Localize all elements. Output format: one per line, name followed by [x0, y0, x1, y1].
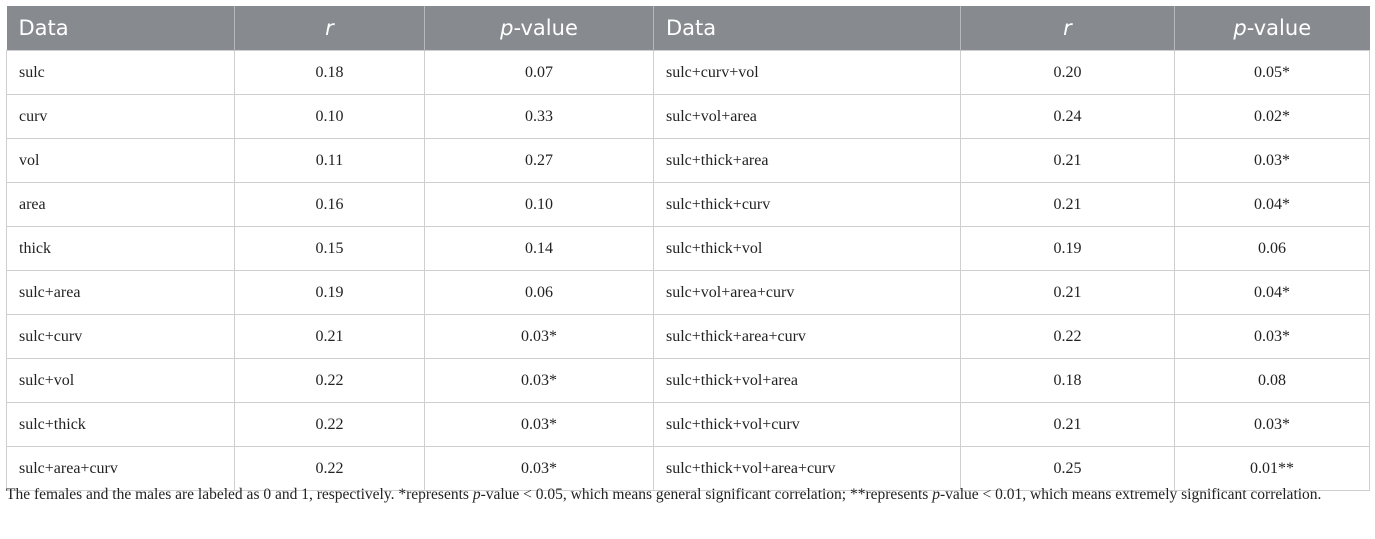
cell-data-2: sulc+thick+vol+area+curv	[653, 446, 961, 491]
cell-data: curv	[6, 94, 235, 139]
cell-p-value-2: 0.02*	[1174, 94, 1370, 139]
cell-p-value: 0.03*	[424, 314, 654, 359]
cell-r: 0.18	[234, 50, 425, 95]
cell-data-2: sulc+thick+area+curv	[653, 314, 961, 359]
cell-r: 0.16	[234, 182, 425, 227]
header-p-value-2: p-value	[1174, 6, 1370, 51]
cell-p-value: 0.33	[424, 94, 654, 139]
header-p-letter: p	[500, 16, 514, 40]
header-r: r	[234, 6, 425, 51]
cell-p-value: 0.03*	[424, 358, 654, 403]
table-row: sulc+area 0.19 0.06 sulc+vol+area+curv 0.21 0…	[6, 270, 1370, 315]
cell-r-2: 0.20	[960, 50, 1175, 95]
footnote-part3: -value < 0.01, which means extremely sig…	[939, 486, 1322, 503]
cell-p-value-2: 0.04*	[1174, 182, 1370, 227]
cell-data-2: sulc+vol+area	[653, 94, 961, 139]
table-row: curv 0.10 0.33 sulc+vol+area 0.24 0.02*	[6, 94, 1370, 139]
cell-r-2: 0.24	[960, 94, 1175, 139]
header-p-suffix-2: -value	[1246, 16, 1312, 40]
cell-r-2: 0.21	[960, 138, 1175, 183]
cell-p-value-2: 0.01**	[1174, 446, 1370, 491]
cell-r: 0.10	[234, 94, 425, 139]
cell-r-2: 0.21	[960, 270, 1175, 315]
header-p-suffix: -value	[513, 16, 578, 40]
cell-p-value-2: 0.06	[1174, 226, 1370, 271]
cell-data-2: sulc+thick+vol	[653, 226, 961, 271]
table-row: sulc+thick 0.22 0.03* sulc+thick+vol+curv 0.…	[6, 402, 1370, 447]
cell-data: sulc+area	[6, 270, 235, 315]
header-data-2: Data	[653, 6, 961, 51]
footnote-p1: p	[472, 486, 481, 503]
cell-data: sulc	[6, 50, 235, 95]
cell-p-value: 0.10	[424, 182, 654, 227]
cell-r-2: 0.21	[960, 182, 1175, 227]
cell-r-2: 0.19	[960, 226, 1175, 271]
correlation-table: Data r p-value Data r p-value sulc 0.18 0.…	[6, 6, 1370, 491]
cell-data: area	[6, 182, 235, 227]
header-r-2: r	[960, 6, 1175, 51]
cell-r-2: 0.22	[960, 314, 1175, 359]
cell-p-value: 0.06	[424, 270, 654, 315]
cell-data: thick	[6, 226, 235, 271]
cell-r-2: 0.21	[960, 402, 1175, 447]
cell-p-value-2: 0.05*	[1174, 50, 1370, 95]
cell-data-2: sulc+thick+vol+curv	[653, 402, 961, 447]
cell-data: sulc+area+curv	[6, 446, 235, 491]
footnote-part2: -value < 0.05, which means general signi…	[480, 486, 933, 503]
header-data: Data	[6, 6, 235, 51]
cell-data: sulc+vol	[6, 358, 235, 403]
cell-p-value: 0.03*	[424, 402, 654, 447]
footnote-part1: The females and the males are labeled as…	[6, 486, 473, 503]
cell-data: sulc+curv	[6, 314, 235, 359]
table-row: sulc 0.18 0.07 sulc+curv+vol 0.20 0.05*	[6, 50, 1370, 95]
cell-data: sulc+thick	[6, 402, 235, 447]
table-row: area 0.16 0.10 sulc+thick+curv 0.21 0.04*	[6, 182, 1370, 227]
cell-p-value-2: 0.04*	[1174, 270, 1370, 315]
cell-p-value-2: 0.03*	[1174, 138, 1370, 183]
table-header-row: Data r p-value Data r p-value	[6, 6, 1370, 51]
cell-data-2: sulc+curv+vol	[653, 50, 961, 95]
table-body: sulc 0.18 0.07 sulc+curv+vol 0.20 0.05* curv 0.…	[6, 50, 1370, 491]
cell-r: 0.22	[234, 358, 425, 403]
cell-r-2: 0.18	[960, 358, 1175, 403]
table-row: sulc+vol 0.22 0.03* sulc+thick+vol+area 0.18…	[6, 358, 1370, 403]
table-row: sulc+area+curv 0.22 0.03* sulc+thick+vol+ar…	[6, 446, 1370, 491]
cell-data-2: sulc+thick+vol+area	[653, 358, 961, 403]
table-row: sulc+curv 0.21 0.03* sulc+thick+area+curv 0.…	[6, 314, 1370, 359]
cell-p-value: 0.27	[424, 138, 654, 183]
cell-p-value-2: 0.03*	[1174, 314, 1370, 359]
cell-p-value-2: 0.08	[1174, 358, 1370, 403]
cell-r: 0.11	[234, 138, 425, 183]
results-table-container: Data r p-value Data r p-value sulc 0.18 0.…	[6, 6, 1370, 491]
table-footnote: The females and the males are labeled as…	[6, 484, 1369, 506]
header-p-value: p-value	[424, 6, 654, 51]
cell-p-value-2: 0.03*	[1174, 402, 1370, 447]
cell-r: 0.22	[234, 402, 425, 447]
cell-r: 0.19	[234, 270, 425, 315]
cell-r: 0.22	[234, 446, 425, 491]
header-p-letter-2: p	[1233, 16, 1247, 40]
cell-data-2: sulc+vol+area+curv	[653, 270, 961, 315]
cell-p-value: 0.07	[424, 50, 654, 95]
cell-r: 0.21	[234, 314, 425, 359]
cell-data: vol	[6, 138, 235, 183]
cell-data-2: sulc+thick+area	[653, 138, 961, 183]
cell-data-2: sulc+thick+curv	[653, 182, 961, 227]
table-row: thick 0.15 0.14 sulc+thick+vol 0.19 0.06	[6, 226, 1370, 271]
footnote-p2: p	[932, 486, 940, 503]
table-row: vol 0.11 0.27 sulc+thick+area 0.21 0.03*	[6, 138, 1370, 183]
cell-p-value: 0.14	[424, 226, 654, 271]
cell-r: 0.15	[234, 226, 425, 271]
